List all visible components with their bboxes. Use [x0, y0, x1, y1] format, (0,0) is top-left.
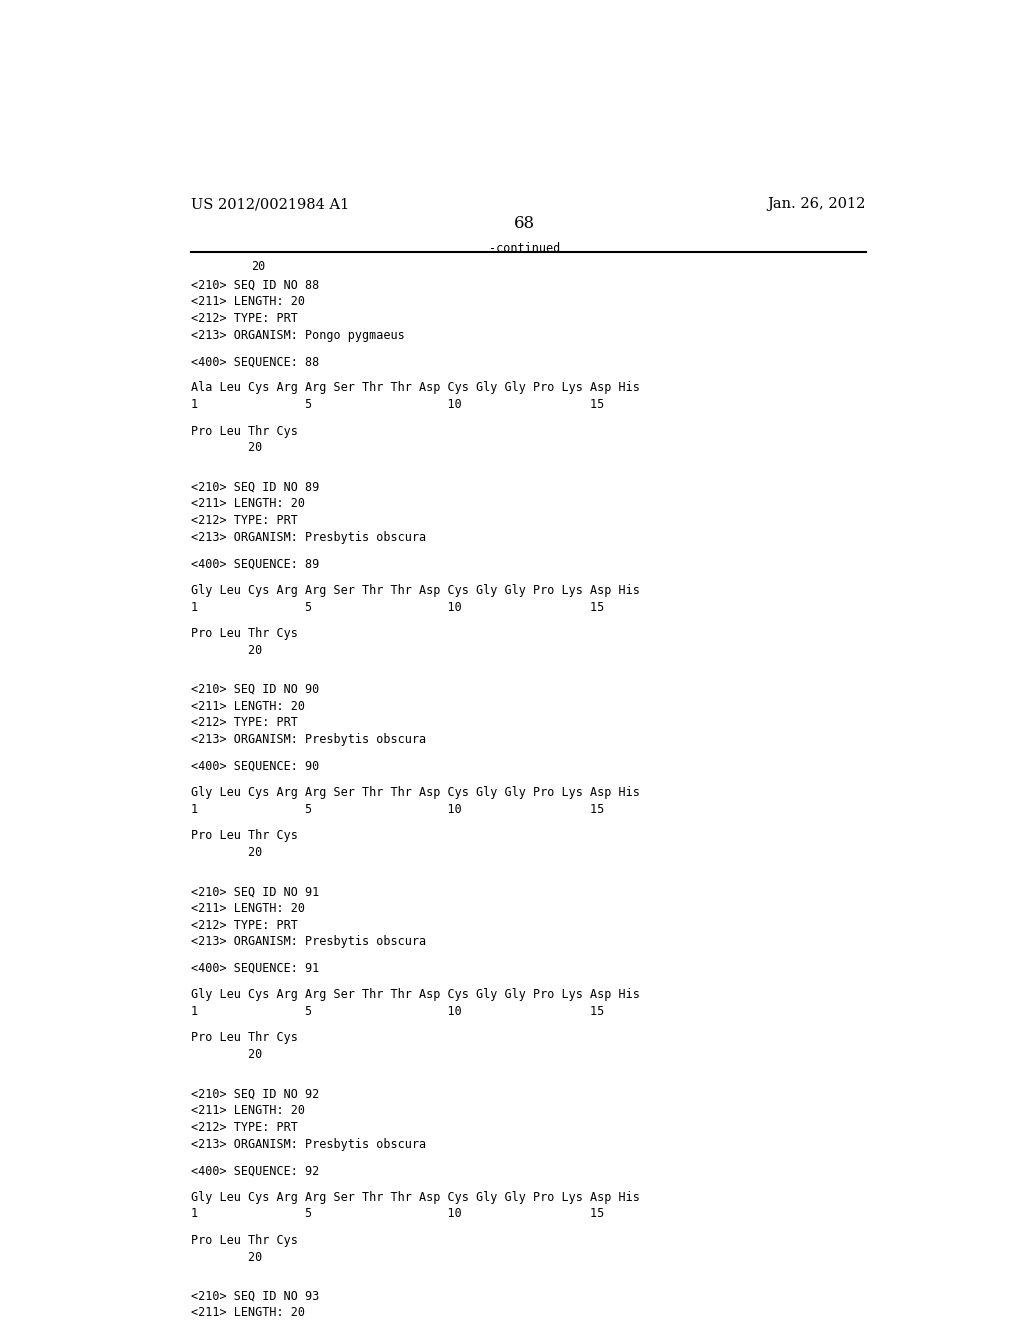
- Text: 20: 20: [191, 1250, 263, 1263]
- Text: <210> SEQ ID NO 91: <210> SEQ ID NO 91: [191, 886, 319, 898]
- Text: <211> LENGTH: 20: <211> LENGTH: 20: [191, 700, 305, 713]
- Text: Gly Leu Cys Arg Arg Ser Thr Thr Asp Cys Gly Gly Pro Lys Asp His: Gly Leu Cys Arg Arg Ser Thr Thr Asp Cys …: [191, 989, 640, 1002]
- Text: <210> SEQ ID NO 90: <210> SEQ ID NO 90: [191, 682, 319, 696]
- Text: 1               5                   10                  15: 1 5 10 15: [191, 399, 605, 412]
- Text: 20: 20: [191, 1048, 263, 1061]
- Text: <212> TYPE: PRT: <212> TYPE: PRT: [191, 513, 298, 527]
- Text: Pro Leu Thr Cys: Pro Leu Thr Cys: [191, 627, 298, 640]
- Text: 1               5                   10                  15: 1 5 10 15: [191, 803, 605, 816]
- Text: Gly Leu Cys Arg Arg Ser Thr Thr Asp Cys Gly Gly Pro Lys Asp His: Gly Leu Cys Arg Arg Ser Thr Thr Asp Cys …: [191, 583, 640, 597]
- Text: <213> ORGANISM: Presbytis obscura: <213> ORGANISM: Presbytis obscura: [191, 1138, 427, 1151]
- Text: 20: 20: [191, 441, 263, 454]
- Text: Ala Leu Cys Arg Arg Ser Thr Thr Asp Cys Gly Gly Pro Lys Asp His: Ala Leu Cys Arg Arg Ser Thr Thr Asp Cys …: [191, 381, 640, 395]
- Text: Gly Leu Cys Arg Arg Ser Thr Thr Asp Cys Gly Gly Pro Lys Asp His: Gly Leu Cys Arg Arg Ser Thr Thr Asp Cys …: [191, 1191, 640, 1204]
- Text: 1               5                   10                  15: 1 5 10 15: [191, 1005, 605, 1018]
- Text: -continued: -continued: [489, 242, 560, 255]
- Text: 68: 68: [514, 215, 536, 232]
- Text: <211> LENGTH: 20: <211> LENGTH: 20: [191, 1307, 305, 1320]
- Text: 1               5                   10                  15: 1 5 10 15: [191, 601, 605, 614]
- Text: 20: 20: [251, 260, 265, 273]
- Text: <400> SEQUENCE: 91: <400> SEQUENCE: 91: [191, 962, 319, 975]
- Text: <213> ORGANISM: Presbytis obscura: <213> ORGANISM: Presbytis obscura: [191, 936, 427, 949]
- Text: <400> SEQUENCE: 89: <400> SEQUENCE: 89: [191, 557, 319, 570]
- Text: 20: 20: [191, 644, 263, 657]
- Text: <213> ORGANISM: Presbytis obscura: <213> ORGANISM: Presbytis obscura: [191, 733, 427, 746]
- Text: <213> ORGANISM: Presbytis obscura: <213> ORGANISM: Presbytis obscura: [191, 531, 427, 544]
- Text: <211> LENGTH: 20: <211> LENGTH: 20: [191, 1104, 305, 1117]
- Text: Pro Leu Thr Cys: Pro Leu Thr Cys: [191, 1234, 298, 1247]
- Text: <400> SEQUENCE: 88: <400> SEQUENCE: 88: [191, 355, 319, 368]
- Text: <211> LENGTH: 20: <211> LENGTH: 20: [191, 498, 305, 511]
- Text: 1               5                   10                  15: 1 5 10 15: [191, 1208, 605, 1220]
- Text: <400> SEQUENCE: 92: <400> SEQUENCE: 92: [191, 1164, 319, 1177]
- Text: <210> SEQ ID NO 88: <210> SEQ ID NO 88: [191, 279, 319, 292]
- Text: <210> SEQ ID NO 93: <210> SEQ ID NO 93: [191, 1290, 319, 1303]
- Text: Gly Leu Cys Arg Arg Ser Thr Thr Asp Cys Gly Gly Pro Lys Asp His: Gly Leu Cys Arg Arg Ser Thr Thr Asp Cys …: [191, 785, 640, 799]
- Text: <210> SEQ ID NO 92: <210> SEQ ID NO 92: [191, 1088, 319, 1101]
- Text: <400> SEQUENCE: 90: <400> SEQUENCE: 90: [191, 759, 319, 772]
- Text: <213> ORGANISM: Pongo pygmaeus: <213> ORGANISM: Pongo pygmaeus: [191, 329, 406, 342]
- Text: <212> TYPE: PRT: <212> TYPE: PRT: [191, 919, 298, 932]
- Text: Jan. 26, 2012: Jan. 26, 2012: [768, 197, 866, 211]
- Text: <211> LENGTH: 20: <211> LENGTH: 20: [191, 902, 305, 915]
- Text: <212> TYPE: PRT: <212> TYPE: PRT: [191, 717, 298, 730]
- Text: <211> LENGTH: 20: <211> LENGTH: 20: [191, 296, 305, 308]
- Text: Pro Leu Thr Cys: Pro Leu Thr Cys: [191, 1031, 298, 1044]
- Text: Pro Leu Thr Cys: Pro Leu Thr Cys: [191, 829, 298, 842]
- Text: <210> SEQ ID NO 89: <210> SEQ ID NO 89: [191, 480, 319, 494]
- Text: <212> TYPE: PRT: <212> TYPE: PRT: [191, 1121, 298, 1134]
- Text: 20: 20: [191, 846, 263, 859]
- Text: Pro Leu Thr Cys: Pro Leu Thr Cys: [191, 425, 298, 438]
- Text: <212> TYPE: PRT: <212> TYPE: PRT: [191, 312, 298, 325]
- Text: US 2012/0021984 A1: US 2012/0021984 A1: [191, 197, 350, 211]
